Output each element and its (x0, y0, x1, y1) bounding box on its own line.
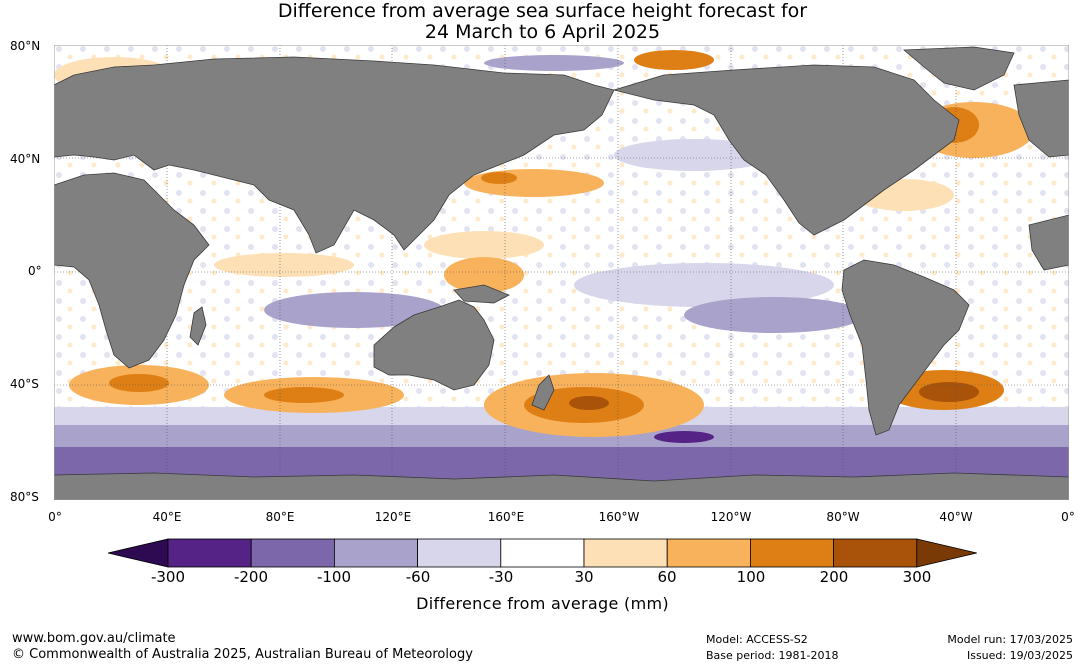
tasman-peak (569, 396, 609, 410)
colorbar-segment (417, 538, 502, 568)
colorbar-tick-minus300: -300 (150, 568, 186, 586)
colorbar-tick-minus30: -30 (488, 568, 514, 586)
lon-label-120w: 120°W (710, 510, 752, 524)
colorbar-segment (666, 538, 751, 568)
europe-east-edge (1013, 79, 1069, 158)
kuroshio-high (464, 169, 604, 197)
africa (54, 172, 210, 369)
sea-height-map (54, 45, 1069, 500)
colorbar-segment (333, 538, 418, 568)
lon-label-40w: 40°W (939, 510, 973, 524)
colorbar-title: Difference from average (mm) (416, 594, 669, 613)
lon-label-80w: 80°W (826, 510, 860, 524)
colorbar-arrow-low (108, 538, 169, 568)
greenland (902, 46, 1015, 91)
indian-equatorial-high (214, 253, 354, 277)
colorbar-segment (750, 538, 835, 568)
indian-ocean-low (264, 292, 444, 328)
south-atlantic-core (109, 374, 169, 392)
south-atlantic-west-core (919, 382, 979, 402)
colorbar-tick-300: 300 (902, 568, 932, 586)
colorbar (108, 538, 977, 568)
kuroshio-core (481, 172, 517, 184)
arctic-low (484, 55, 624, 71)
south-indian-core (264, 387, 344, 403)
australia (373, 299, 495, 391)
colorbar-segment (250, 538, 335, 568)
colorbar-segment (167, 538, 252, 568)
lat-label-40n: 40°N (10, 152, 41, 166)
north-america (612, 64, 960, 236)
lon-label-0-right: 0° (1061, 510, 1075, 524)
eurasia (54, 56, 615, 254)
pacific-south-low (654, 431, 714, 443)
colorbar-tick-60: 60 (657, 568, 677, 586)
map-title-line1: Difference from average sea surface heig… (277, 0, 808, 22)
colorbar-segment (583, 538, 668, 568)
lon-label-160w: 160°W (598, 510, 640, 524)
footer-issued: Issued: 19/03/2025 (966, 649, 1073, 662)
colorbar-tick-minus100: -100 (316, 568, 352, 586)
colorbar-tick-30: 30 (574, 568, 594, 586)
footer-base-period: Base period: 1981-2018 (706, 649, 839, 662)
lon-label-160e: 160°E (487, 510, 525, 524)
footer-copyright: © Commonwealth of Australia 2025, Austra… (12, 647, 473, 662)
lon-label-120e: 120°E (374, 510, 412, 524)
pacific-south-equatorial-low (684, 297, 864, 333)
maritime-continent-high (444, 257, 524, 293)
arctic-high (634, 50, 714, 70)
lat-label-80n: 80°N (10, 39, 41, 53)
colorbar-tick-100: 100 (736, 568, 766, 586)
footer-model: Model: ACCESS-S2 (706, 633, 808, 646)
new-zealand (531, 374, 555, 411)
land-masses (54, 46, 1069, 500)
colorbar-arrow-high (916, 538, 977, 568)
colorbar-tick-200: 200 (819, 568, 849, 586)
lat-label-80s: 80°S (10, 490, 39, 504)
madagascar (189, 306, 207, 346)
antarctica (54, 472, 1069, 500)
pacific-equatorial-low (574, 263, 834, 307)
footer-model-run: Model run: 17/03/2025 (947, 633, 1073, 646)
map-title-line2: 24 March to 6 April 2025 (424, 21, 661, 43)
new-guinea (453, 284, 510, 304)
colorbar-tick-minus200: -200 (233, 568, 269, 586)
lon-label-0-left: 0° (48, 510, 62, 524)
footer-site-url: www.bom.gov.au/climate (12, 631, 176, 646)
lat-label-equator: 0° (28, 264, 42, 278)
colorbar-tick-minus60: -60 (405, 568, 431, 586)
lon-label-80e: 80°E (265, 510, 295, 524)
west-pacific-high (424, 231, 544, 259)
colorbar-segment (833, 538, 918, 568)
south-america (841, 259, 970, 436)
colorbar-segment (500, 538, 585, 568)
lon-label-40e: 40°E (152, 510, 182, 524)
lat-label-40s: 40°S (10, 377, 39, 391)
africa-east-edge (1028, 214, 1069, 271)
